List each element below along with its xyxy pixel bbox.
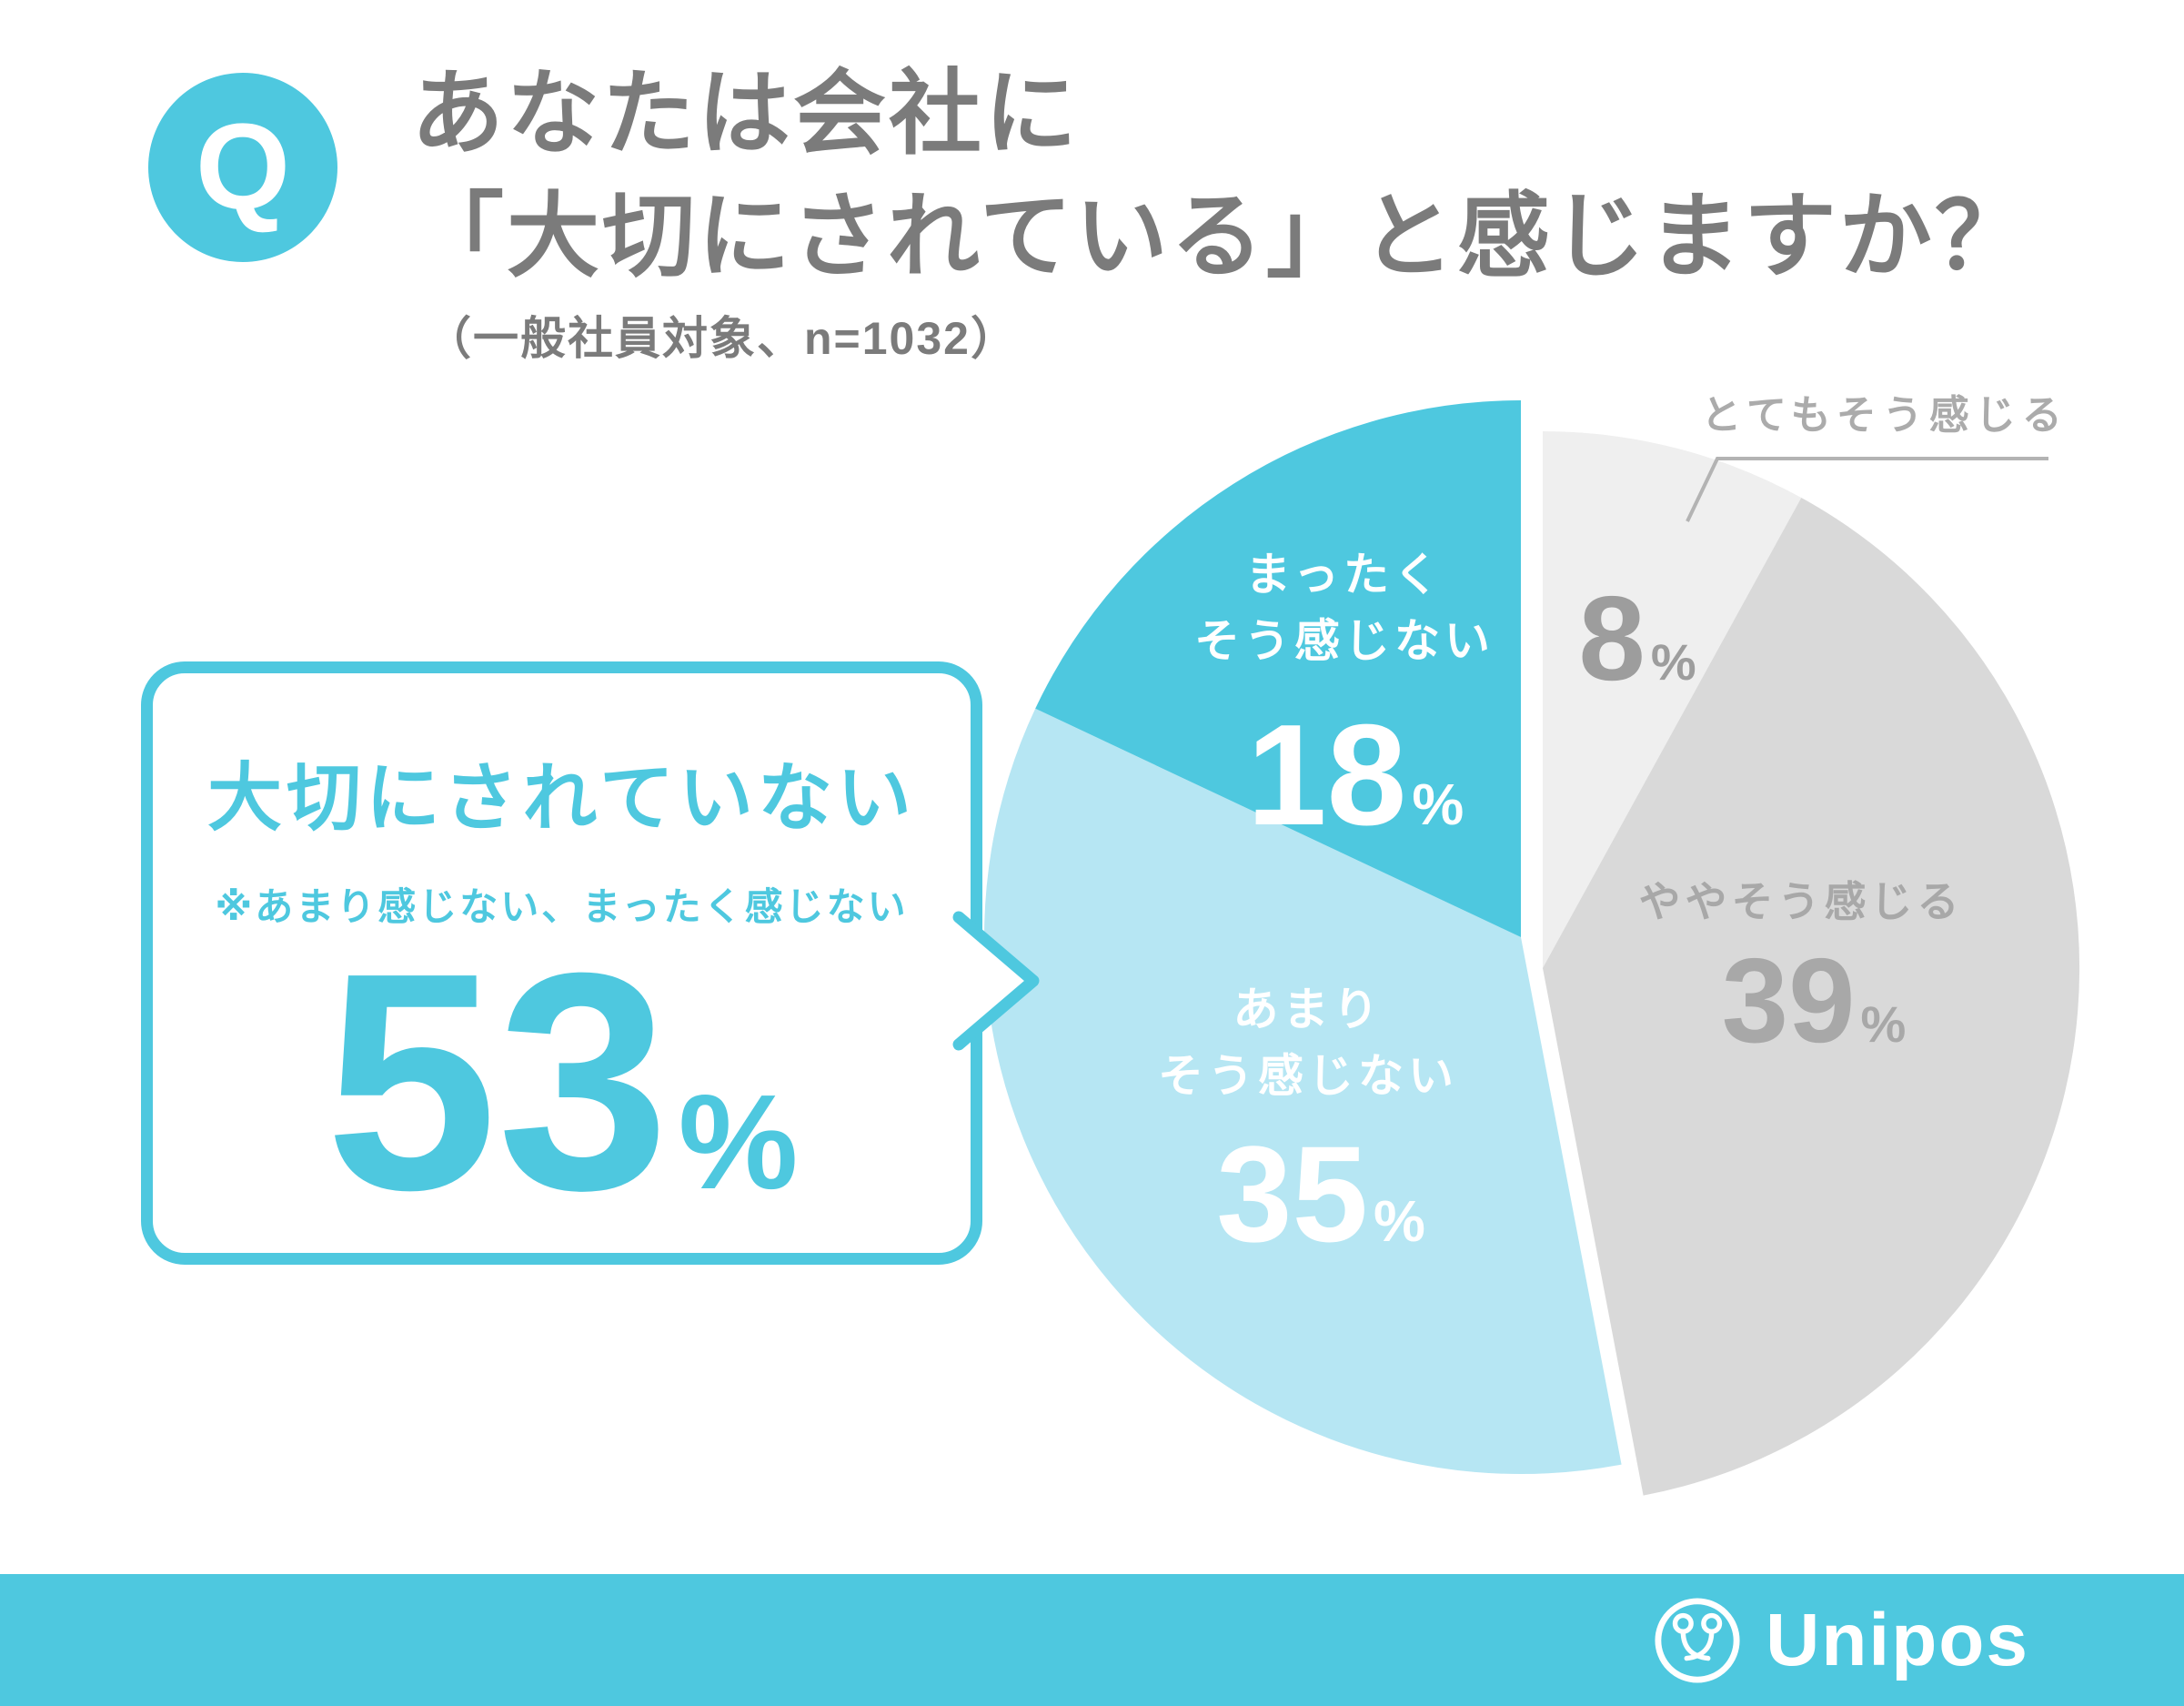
callout-value-unit: % [678, 1067, 799, 1217]
title-line-2: 「大切にされている」と感じますか？ [411, 184, 2030, 288]
slice-value-totemo-unit: % [1650, 633, 1696, 691]
pie-slice-totemo-8pct [1543, 431, 1802, 968]
slice-value-totemo-number: 8 [1578, 571, 1646, 705]
slice-value-yaya: 39 % [1722, 941, 1907, 1061]
highlight-callout: 大切にされていない ※あまり感じない、まったく感じない 53 % [141, 661, 982, 1265]
leader-line-totemo [1686, 457, 2048, 522]
callout-title: 大切にされていない [207, 757, 916, 840]
slice-value-amari: 35 % [1216, 1126, 1425, 1262]
slice-name-mattaku-line1: まったく [1245, 549, 1444, 601]
slice-value-mattaku: 18 % [1247, 703, 1464, 847]
footer-bar: Unipos [0, 1574, 2184, 1706]
q-letter: Q [195, 99, 291, 235]
slice-value-mattaku-unit: % [1412, 772, 1464, 837]
slice-value-yaya-unit: % [1860, 995, 1907, 1053]
brand-name: Unipos [1766, 1598, 2029, 1681]
slice-value-totemo: 8 % [1578, 579, 1696, 699]
slice-value-amari-unit: % [1373, 1188, 1425, 1254]
slice-name-mattaku: まったく そう感じない [1194, 542, 1495, 674]
question-badge: Q [148, 73, 337, 262]
pie-slice-yaya-39pct [1543, 498, 2080, 1496]
slice-value-yaya-number: 39 [1721, 934, 1856, 1067]
slice-name-mattaku-line2: そう感じない [1194, 615, 1495, 666]
slice-name-amari: あまり そう感じない [1158, 977, 1458, 1109]
page-title: あなたは会社に 「大切にされている」と感じますか？ [411, 53, 2030, 298]
slice-value-mattaku-number: 18 [1246, 695, 1407, 855]
title-line-1: あなたは会社に [411, 62, 1080, 166]
callout-note: ※あまり感じない、まったく感じない [215, 885, 909, 928]
callout-value: 53 % [325, 909, 799, 1255]
sample-note: （一般社員対象、n=1032） [426, 313, 1018, 364]
unipos-logo-icon [1655, 1597, 1740, 1683]
slice-value-amari-number: 35 [1216, 1117, 1368, 1270]
slice-label-totemo: とてもそう感じる [1701, 393, 2068, 438]
slice-name-amari-line2: そう感じない [1158, 1050, 1458, 1101]
pie-slice-amari-35pct [984, 708, 1622, 1475]
slice-name-amari-line1: あまり [1233, 984, 1384, 1035]
pie-slice-mattaku-18pct [1035, 400, 1521, 937]
slice-name-yaya: ややそう感じる [1638, 878, 1964, 925]
callout-value-number: 53 [325, 909, 669, 1255]
